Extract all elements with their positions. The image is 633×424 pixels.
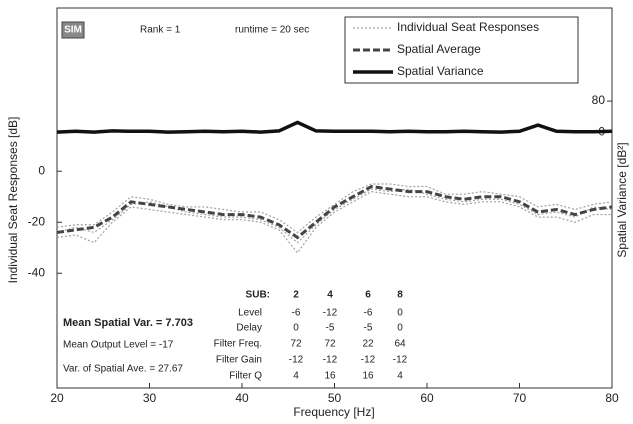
table-header: 2 — [293, 290, 299, 301]
seat-line — [56, 188, 613, 244]
table-cell: 22 — [362, 339, 374, 350]
table-cell: 0 — [397, 308, 403, 319]
annotation: Rank = 1 — [140, 25, 181, 36]
table-cell: 72 — [324, 339, 336, 350]
x-axis-label: Frequency [Hz] — [293, 405, 374, 419]
series-line — [56, 120, 613, 134]
table-cell: -6 — [364, 308, 373, 319]
table-cell: 64 — [394, 339, 406, 350]
y-tick-label: -40 — [28, 265, 46, 279]
stat: Var. of Spatial Ave. = 27.67 — [63, 364, 183, 375]
y-axis-label: Individual Seat Responses [dB] — [6, 117, 20, 284]
legend-label: Spatial Variance — [397, 64, 484, 78]
table-header: 4 — [327, 290, 333, 301]
table-cell: Filter Gain — [216, 355, 262, 366]
x-tick-label: 20 — [50, 391, 64, 405]
x-tick-label: 30 — [143, 391, 157, 405]
table-cell: 16 — [362, 371, 374, 382]
y-tick-label: -20 — [28, 214, 46, 228]
table-cell: -12 — [393, 355, 408, 366]
table-cell: Level — [238, 308, 262, 319]
table-cell: -6 — [292, 308, 301, 319]
annotation: runtime = 20 sec — [235, 25, 309, 36]
x-tick-label: 50 — [328, 391, 342, 405]
legend-label: Spatial Average — [397, 42, 481, 56]
seat-line — [56, 191, 612, 254]
table-cell: Delay — [236, 323, 262, 334]
table-cell: 0 — [293, 323, 299, 334]
x-tick-label: 80 — [605, 391, 619, 405]
table-cell: -12 — [323, 308, 338, 319]
y2-tick-label: 80 — [592, 93, 606, 107]
x-tick-label: 70 — [513, 391, 527, 405]
table-cell: -5 — [326, 323, 335, 334]
table-cell: Filter Q — [229, 371, 262, 382]
stat: Mean Spatial Var. = 7.703 — [63, 317, 193, 329]
x-tick-label: 60 — [420, 391, 434, 405]
x-tick-label: 40 — [235, 391, 249, 405]
table-cell: -12 — [323, 355, 338, 366]
table-cell: 4 — [397, 371, 403, 382]
table-cell: 72 — [290, 339, 302, 350]
seat-line — [56, 183, 613, 234]
table-cell: -12 — [289, 355, 304, 366]
stat: Mean Output Level = -17 — [63, 340, 174, 351]
y-tick-label: 0 — [38, 163, 45, 177]
table-header: 8 — [397, 290, 403, 301]
logo: SIM — [64, 25, 82, 36]
table-cell: 0 — [397, 323, 403, 334]
series-line — [56, 184, 613, 240]
table-cell: -12 — [361, 355, 376, 366]
table-cell: 4 — [293, 371, 299, 382]
legend-label: Individual Seat Responses — [397, 20, 539, 34]
table-header: 6 — [365, 290, 371, 301]
table-cell: Filter Freq. — [214, 339, 262, 350]
y2-axis-label: Spatial Variance [dB²] — [615, 142, 629, 257]
table-cell: -5 — [364, 323, 373, 334]
table-cell: 16 — [324, 371, 336, 382]
table-header: SUB: — [246, 290, 270, 301]
logo-box — [61, 21, 85, 39]
